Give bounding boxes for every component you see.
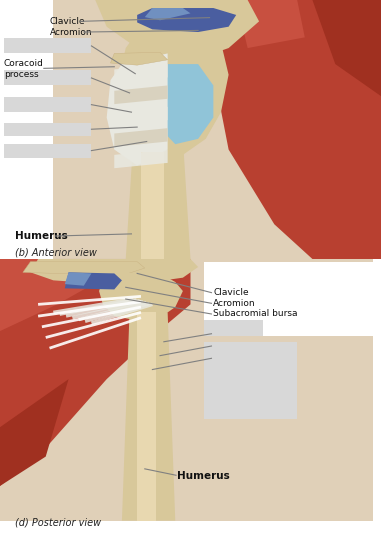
- Polygon shape: [110, 52, 168, 65]
- Polygon shape: [156, 64, 213, 144]
- Text: (d) Posterior view: (d) Posterior view: [15, 517, 101, 527]
- Bar: [204, 262, 381, 336]
- Polygon shape: [114, 85, 168, 104]
- Text: Acromion: Acromion: [213, 299, 256, 308]
- Polygon shape: [114, 64, 168, 83]
- Bar: [50, 0, 381, 259]
- Polygon shape: [0, 379, 69, 486]
- Polygon shape: [145, 8, 190, 20]
- Bar: [137, 312, 156, 521]
- Polygon shape: [137, 8, 236, 32]
- Bar: [4, 97, 91, 112]
- Bar: [0, 259, 381, 534]
- Polygon shape: [114, 128, 168, 147]
- Bar: [4, 70, 91, 85]
- Bar: [141, 152, 164, 259]
- Text: Humerus: Humerus: [177, 472, 230, 481]
- Polygon shape: [126, 139, 190, 259]
- Polygon shape: [122, 312, 175, 521]
- Polygon shape: [0, 259, 95, 331]
- Bar: [4, 38, 91, 53]
- Text: (b) Anterior view: (b) Anterior view: [15, 247, 97, 257]
- Bar: [4, 123, 91, 136]
- Polygon shape: [95, 0, 259, 59]
- Polygon shape: [114, 107, 168, 125]
- Text: Humerus: Humerus: [15, 231, 68, 241]
- Polygon shape: [236, 0, 305, 48]
- Text: Acromion: Acromion: [50, 28, 92, 36]
- Text: Clavicle: Clavicle: [213, 288, 249, 297]
- Text: Coracoid
process: Coracoid process: [4, 59, 44, 80]
- Polygon shape: [23, 262, 145, 276]
- Polygon shape: [30, 259, 198, 284]
- Text: Clavicle: Clavicle: [50, 17, 85, 26]
- Bar: [204, 342, 297, 419]
- Bar: [204, 320, 263, 336]
- Polygon shape: [65, 272, 122, 289]
- Polygon shape: [118, 32, 229, 155]
- Polygon shape: [65, 272, 91, 286]
- Polygon shape: [107, 53, 168, 166]
- Polygon shape: [0, 259, 190, 486]
- Polygon shape: [114, 150, 168, 168]
- Bar: [4, 144, 91, 158]
- Bar: [0, 0, 381, 259]
- Polygon shape: [312, 0, 381, 96]
- Polygon shape: [99, 272, 183, 320]
- Bar: [0, 259, 373, 521]
- Polygon shape: [217, 0, 381, 259]
- Text: Subacromial bursa: Subacromial bursa: [213, 310, 298, 318]
- Bar: [0, 0, 53, 259]
